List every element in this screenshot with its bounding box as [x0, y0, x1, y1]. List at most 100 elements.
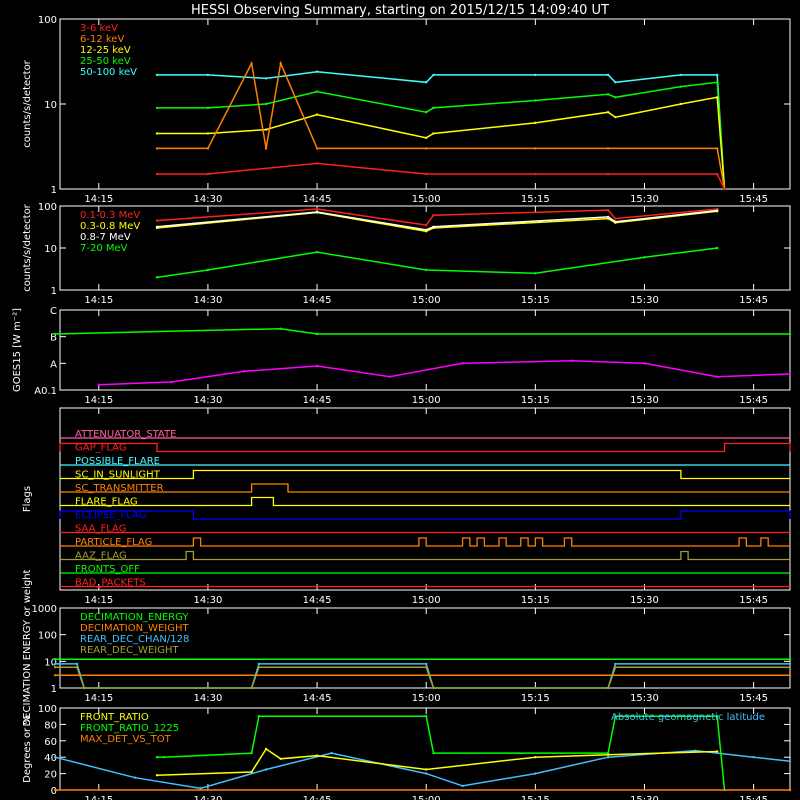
x-tick-label: 15:30 — [630, 295, 659, 306]
data-point — [257, 715, 261, 718]
data-point — [679, 73, 683, 77]
x-tick-label: 14:15 — [84, 194, 113, 205]
y-tick-label: B — [50, 333, 57, 344]
data-point — [163, 756, 166, 759]
data-point — [606, 756, 610, 759]
data-point — [155, 756, 159, 759]
legend-entry: 25-50 keV — [80, 56, 131, 67]
x-tick-label: 15:45 — [739, 295, 768, 306]
data-point — [534, 121, 537, 125]
flag-line-eclipse-flag — [59, 510, 791, 520]
data-point — [250, 770, 253, 774]
x-tick-label: 14:30 — [194, 795, 223, 800]
panel-frame — [59, 309, 791, 391]
x-tick-label: 14:45 — [303, 693, 332, 704]
data-point — [425, 715, 428, 718]
data-point — [716, 147, 719, 150]
panel-5: 14:15 14:30 14:45 15:00 15:15 15:30 15:45 DECIM… — [22, 569, 792, 726]
x-tick-label: 15:45 — [739, 795, 768, 800]
flag-label: FLARE_FLAG — [75, 497, 138, 508]
data-point — [534, 272, 537, 275]
legend-entry: DECIMATION_ENERGY — [80, 612, 189, 623]
data-point — [206, 106, 210, 110]
panel-2: 14:15 14:30 14:45 15:00 15:15 15:30 15:45 count… — [22, 202, 791, 306]
x-tick-label: 14:15 — [84, 795, 113, 800]
panel-frame — [59, 607, 791, 689]
data-point — [199, 787, 202, 790]
data-point — [723, 187, 726, 191]
y-tick-label: 1 — [51, 185, 57, 196]
x-tick-label: 14:30 — [194, 693, 223, 704]
x-tick-label: 15:00 — [412, 395, 441, 406]
data-point — [606, 93, 610, 96]
data-point — [788, 674, 792, 677]
y-tick-label: 10 — [44, 100, 57, 111]
data-point — [388, 375, 392, 378]
legend-entry: DECIMATION_WEIGHT — [80, 623, 189, 634]
data-point — [606, 172, 610, 176]
data-point — [716, 81, 719, 84]
x-tick-label: 14:15 — [84, 595, 113, 606]
data-point — [264, 77, 268, 80]
data-point — [83, 686, 86, 690]
data-point — [425, 772, 428, 775]
x-tick-label: 15:15 — [521, 194, 550, 205]
y-tick-label: 80 — [44, 720, 57, 731]
data-point — [257, 666, 261, 669]
flag-label: SC_IN_SUNLIGHT — [75, 470, 161, 481]
data-point — [432, 214, 435, 217]
data-point — [614, 715, 617, 718]
data-point — [425, 81, 428, 84]
legend-entry: REAR_DEC_WEIGHT — [80, 645, 179, 656]
data-point — [432, 106, 435, 110]
data-point — [315, 207, 319, 211]
x-tick-label: 15:00 — [412, 795, 441, 800]
data-point — [250, 62, 253, 65]
x-tick-label: 15:45 — [739, 595, 768, 606]
series-line-12-25-kev — [157, 96, 726, 190]
y-tick-label: 60 — [44, 737, 57, 748]
panel-frame — [59, 205, 791, 291]
y-tick-label: 10 — [44, 244, 57, 255]
data-point — [534, 772, 537, 775]
x-tick-label: 14:45 — [303, 295, 332, 306]
flag-label: ECLIPSE_FLAG — [75, 510, 146, 521]
data-point — [788, 788, 792, 792]
data-point — [155, 219, 159, 222]
flag-label: FRONTS_OFF — [75, 564, 140, 575]
x-tick-label: 15:15 — [521, 395, 550, 406]
y-tick-label: A0.1 — [34, 386, 57, 397]
data-point — [752, 756, 755, 759]
legend-entry: FRONT_RATIO — [80, 712, 149, 723]
data-point — [279, 327, 282, 330]
flag-line-aaz-flag — [60, 550, 790, 561]
flag-label: SAA_FLAG — [75, 524, 126, 535]
x-tick-label: 15:30 — [630, 194, 659, 205]
data-point — [432, 686, 435, 690]
data-point — [315, 70, 319, 73]
data-point — [425, 666, 428, 669]
y-tick-label: 1 — [51, 286, 57, 297]
data-point — [716, 73, 719, 77]
data-point — [788, 658, 792, 661]
x-tick-label: 15:15 — [521, 693, 550, 704]
panel-frame — [59, 407, 791, 591]
data-point — [432, 751, 435, 755]
data-point — [679, 102, 683, 106]
flag-label: PARTICLE_FLAG — [75, 537, 152, 548]
panel-4: 14:15 14:30 14:45 15:00 15:15 15:30 15:45 Flags… — [22, 407, 791, 606]
series-line-goes-1-8-a — [55, 327, 790, 335]
data-point — [315, 364, 319, 368]
series-line-goes-0-5-4-a — [98, 359, 791, 386]
y-axis-label: Flags — [22, 486, 33, 512]
data-point — [614, 662, 617, 666]
y-tick-label: 1 — [51, 684, 57, 695]
y-tick-label: A — [50, 359, 57, 370]
data-point — [606, 753, 610, 756]
x-tick-label: 14:45 — [303, 395, 332, 406]
x-tick-label: 15:15 — [521, 595, 550, 606]
data-point — [155, 106, 159, 110]
y-tick-label: 100 — [38, 704, 57, 715]
data-point — [264, 747, 268, 751]
x-tick-label: 14:30 — [194, 395, 223, 406]
